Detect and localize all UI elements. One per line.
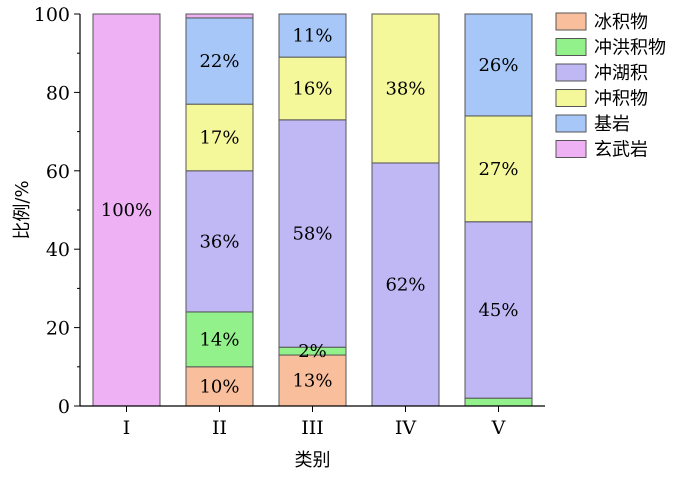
bar-segment-3-1 [278,354,347,407]
y-axis-title: 比例/% [12,180,33,239]
y-tick-label: 60 [46,161,70,183]
x-tick-label: I [123,417,131,439]
legend-label-3: 冲湖积 [594,63,648,84]
data-label-3-4: 16% [292,78,332,99]
y-tick-label: 100 [34,4,70,26]
bars-layer [92,13,533,407]
data-label-3-5: 11% [292,26,332,47]
y-tick-label: 20 [46,318,70,340]
y-tick-label: 40 [46,239,70,261]
bar-segment-2-1 [185,366,254,407]
data-label-3-1: 13% [292,371,332,392]
bar-segment-4-4 [371,13,440,164]
x-tick-label: V [491,417,506,439]
legend-swatch-4 [555,89,587,107]
legend-label-2: 冲洪积物 [594,38,666,59]
legend-label-4: 冲积物 [594,89,648,110]
legend-swatch-1 [555,12,587,31]
data-label-2-4: 17% [199,127,239,148]
bar-segment-3-5 [278,13,347,58]
data-label-2-3: 36% [199,231,239,252]
bar-segment-1-6 [92,13,161,407]
legend-label-5: 基岩 [594,114,630,135]
bar-segment-5-3 [464,221,533,399]
bar-segment-2-6 [185,13,254,19]
x-tick-label: II [212,417,227,439]
legend-swatch-3 [555,63,587,82]
data-label-3-3: 58% [292,224,332,245]
data-label-1-6: 100% [101,200,152,221]
data-label-4-4: 38% [385,78,425,99]
bar-segment-5-4 [464,115,533,223]
bar-segment-3-3 [278,119,347,348]
legend-swatch-5 [555,114,587,133]
bar-segment-2-5 [185,17,254,105]
bar-segment-5-5 [464,13,533,117]
data-label-2-1: 10% [199,376,239,397]
legend-swatch-2 [555,38,587,56]
data-label-5-5: 26% [478,55,518,76]
data-label-2-5: 22% [199,51,239,72]
data-label-4-3: 62% [385,274,425,295]
bar-segment-5-2 [464,397,533,407]
x-tick-label: IV [395,417,417,439]
legend-swatch-6 [555,140,587,158]
bar-segment-2-4 [185,103,254,172]
data-labels-layer: 100% 10% 14% 36% 17% 22% 13% 2% 58% 16% 11% 62% 38% 4… [101,26,519,398]
data-label-5-4: 27% [478,159,518,180]
data-label-5-3: 45% [478,300,518,321]
bar-segment-3-4 [278,56,347,121]
x-tick-label: III [301,417,324,439]
data-label-2-2: 14% [199,329,239,350]
legend-label-6: 玄武岩 [594,140,648,161]
legend-label-1: 冰积物 [594,12,648,33]
y-tick-label: 0 [58,396,70,418]
y-tick-label: 80 [46,82,70,104]
bar-segment-2-3 [185,170,254,313]
data-label-3-2: 2% [298,341,327,362]
x-axis-title: 类别 [295,450,331,471]
